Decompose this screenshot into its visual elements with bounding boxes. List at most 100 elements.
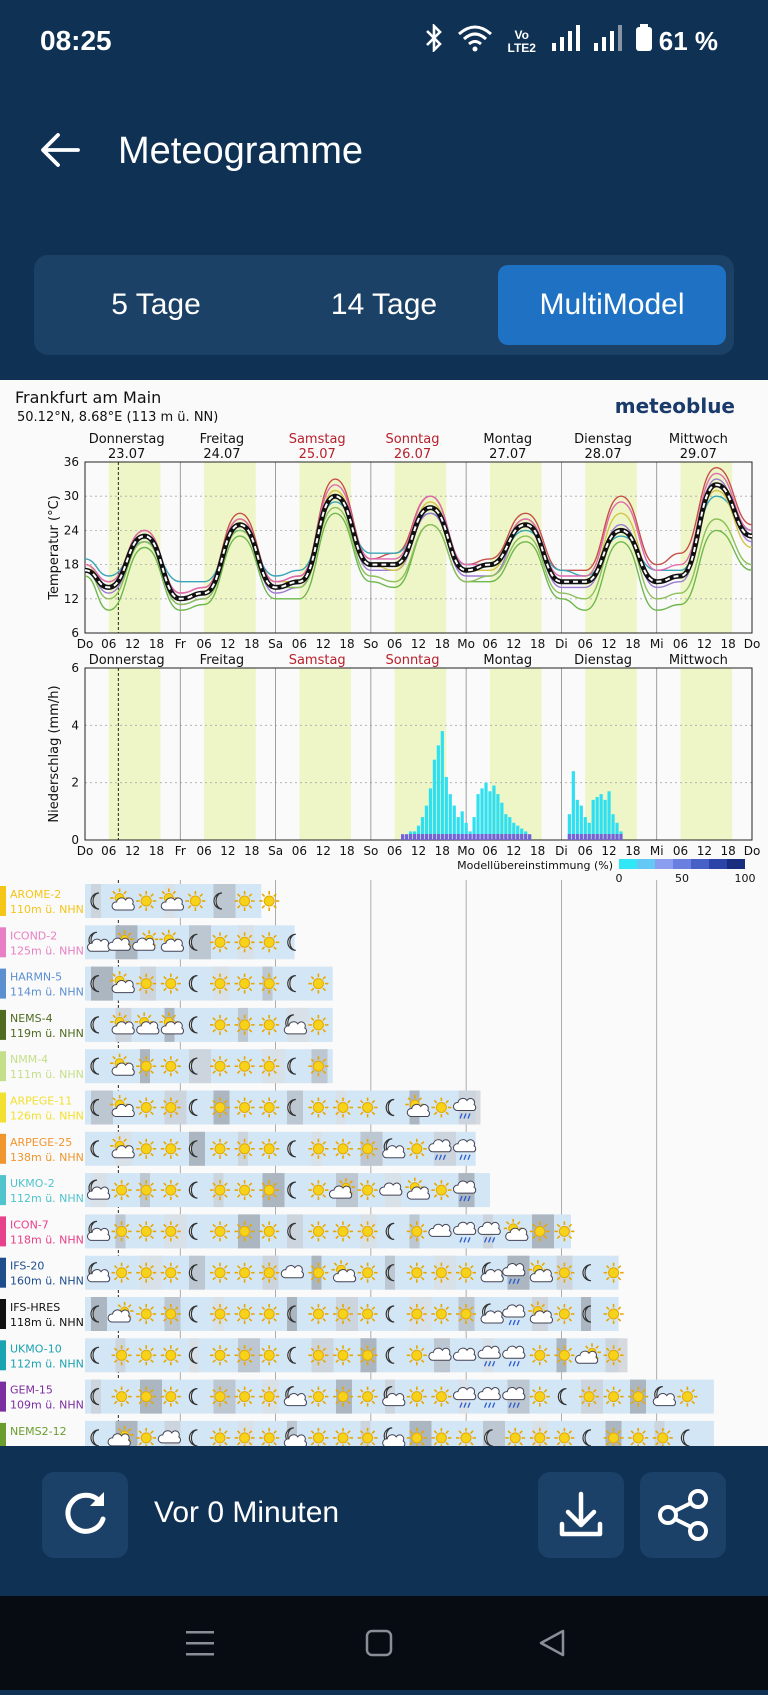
refresh-button[interactable] <box>42 1472 128 1558</box>
x-tick-label: 12 <box>506 844 521 858</box>
model-name: NEMS-4 <box>10 1012 53 1025</box>
sun-icon <box>456 1427 476 1446</box>
model-name: NMM-4 <box>10 1053 48 1066</box>
sun-icon <box>259 891 280 911</box>
sun-icon <box>210 1056 230 1077</box>
x-tick-label: 06 <box>673 637 688 651</box>
precipitation-bar <box>488 791 492 840</box>
cloud-cover-shade <box>189 1131 205 1166</box>
sun-icon <box>456 1262 476 1283</box>
temperature-model-line <box>84 506 753 606</box>
model-color-swatch <box>0 1009 6 1040</box>
sun-icon <box>603 1386 624 1407</box>
moon-icon <box>90 1346 100 1364</box>
model-name: UKMO-10 <box>10 1342 62 1355</box>
x-tick-label: 06 <box>673 844 688 858</box>
agreement-legend-tick: 0 <box>616 872 623 885</box>
sun-icon <box>111 1180 132 1201</box>
x-tick-label: 06 <box>578 844 593 858</box>
moon-icon <box>188 1181 198 1199</box>
sun-icon <box>160 1138 181 1159</box>
sun-icon <box>136 1097 157 1118</box>
sun-icon <box>603 1345 624 1366</box>
sun-cloud-icon <box>528 1301 553 1324</box>
model-row: GEM-15 109m ü. NHN <box>0 1379 714 1414</box>
download-button[interactable] <box>538 1472 624 1558</box>
tab-multimodel[interactable]: MultiModel <box>498 265 726 345</box>
sun-icon <box>652 1427 673 1446</box>
tab-5-tage[interactable]: 5 Tage <box>111 288 201 321</box>
precipitation-bar <box>607 791 611 840</box>
x-tick-label: 18 <box>530 844 545 858</box>
model-color-swatch <box>0 1257 6 1288</box>
precipitation-bar-consensus <box>520 834 524 840</box>
back-button[interactable] <box>38 128 82 172</box>
sun-icon <box>554 1427 575 1446</box>
precipitation-bar <box>583 817 587 840</box>
cloud-cover-shade <box>287 1420 297 1446</box>
sun-icon <box>333 1304 353 1324</box>
signal-icon <box>551 25 581 58</box>
share-button[interactable] <box>640 1472 726 1558</box>
sun-icon <box>210 1262 230 1283</box>
day-name-label: Freitag <box>200 653 245 668</box>
x-tick-label: Mo <box>457 637 475 651</box>
tab-14-tage[interactable]: 14 Tage <box>330 288 438 321</box>
precipitation-bar <box>460 811 464 840</box>
precipitation-bar <box>611 814 615 840</box>
moon-cloud-icon <box>480 1262 504 1283</box>
recents-icon[interactable] <box>186 1631 214 1656</box>
rain-icon <box>428 1139 452 1161</box>
sun-icon <box>308 973 329 994</box>
precipitation-bar <box>416 825 421 840</box>
model-color-swatch <box>0 1092 6 1123</box>
home-icon[interactable] <box>365 1629 393 1657</box>
model-row: NMM-4 111m ü. NHN <box>0 1049 333 1084</box>
precipitation-bar <box>484 782 488 840</box>
moon-icon <box>188 1222 198 1240</box>
x-tick-label: 18 <box>435 637 450 651</box>
y-tick-label: 2 <box>71 776 79 790</box>
precipitation-bar <box>599 794 603 840</box>
model-name: AROME-2 <box>10 888 61 901</box>
precipitation-bar-consensus <box>448 834 452 840</box>
precipitation-bar-consensus <box>500 834 504 840</box>
cloud-cover-shade <box>189 1255 205 1290</box>
back-nav-icon[interactable] <box>539 1629 565 1657</box>
meteogram-panel[interactable]: Frankfurt am Main 50.12°N, 8.68°E (113 m … <box>0 380 768 1446</box>
sun-icon <box>357 1386 378 1407</box>
x-tick-label: 12 <box>220 844 235 858</box>
sun-icon <box>136 1427 157 1446</box>
sun-cloud-icon <box>405 1177 430 1200</box>
model-name: NEMS2-12 <box>10 1425 67 1438</box>
sun-icon <box>111 1386 132 1407</box>
bottom-bar: Vor 0 Minuten <box>0 1446 768 1596</box>
model-altitude: 160m ü. NHN <box>10 1275 84 1288</box>
sun-icon <box>210 1097 230 1118</box>
x-tick-label: 18 <box>244 637 259 651</box>
sun-icon <box>259 1345 280 1366</box>
download-icon <box>559 1491 603 1537</box>
sun-icon <box>160 973 181 994</box>
cloud-sun-icon <box>329 1178 355 1199</box>
sun-icon <box>160 1262 181 1283</box>
precipitation-bar <box>432 759 436 840</box>
model-row: NEMS-4 119m ü. NHN <box>0 1007 333 1042</box>
moon-cloud-icon <box>283 1386 307 1407</box>
moon-icon <box>385 1346 395 1364</box>
moon-icon <box>188 1346 198 1364</box>
moon-icon <box>90 1305 100 1323</box>
rain-icon <box>502 1263 526 1284</box>
share-icon <box>658 1489 708 1541</box>
moon-icon <box>385 1264 395 1282</box>
agreement-legend-tick: 50 <box>675 872 689 885</box>
moon-icon <box>287 1140 296 1158</box>
daytime-band <box>680 668 733 840</box>
model-row: ARPEGE-25 138m ü. NHN <box>0 1131 477 1166</box>
x-tick-label: 12 <box>697 844 712 858</box>
sun-icon <box>210 1014 230 1035</box>
cloud-cover-shade <box>654 1420 665 1446</box>
sun-cloud-icon <box>110 1136 135 1159</box>
sun-icon <box>210 1386 230 1407</box>
sun-icon <box>308 1180 329 1201</box>
